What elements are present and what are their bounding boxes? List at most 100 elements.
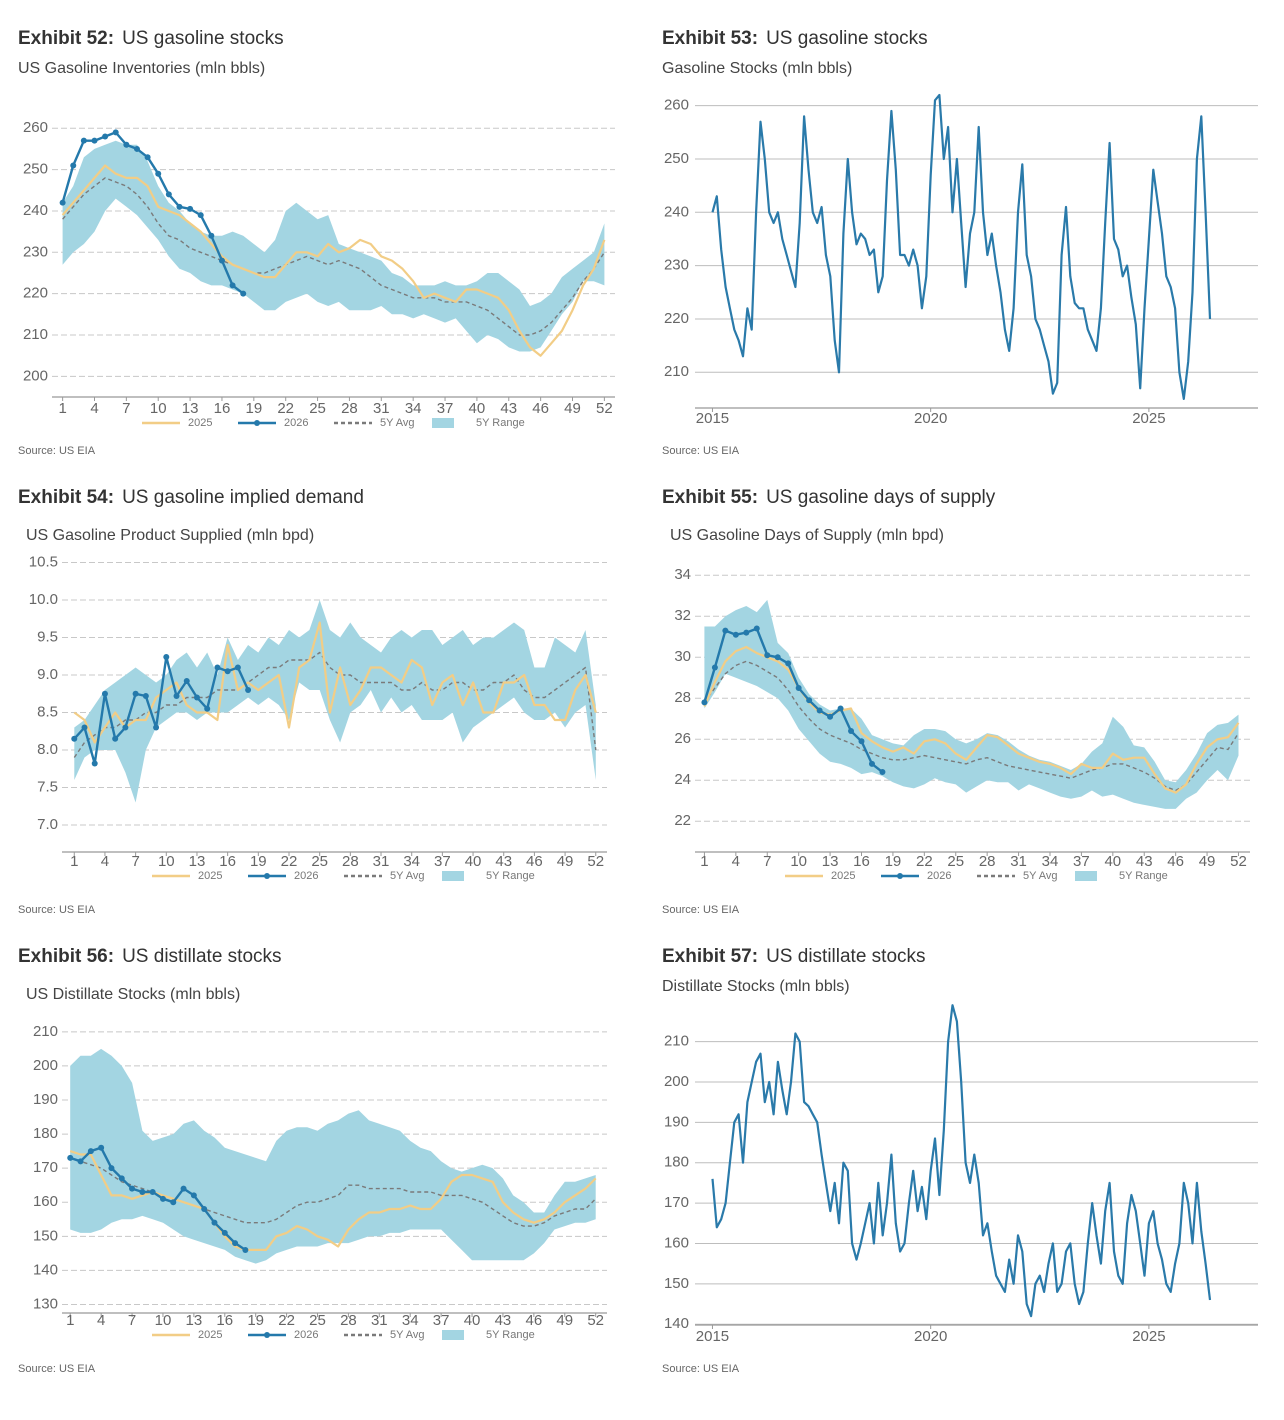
series-line <box>69 1150 597 1251</box>
chart-panel: Exhibit 53: US gasoline stocks Gasoline St… <box>662 28 1258 457</box>
x-tick-label: 13 <box>186 1312 203 1329</box>
x-tick-label: 28 <box>979 853 996 870</box>
series-line <box>711 93 1212 400</box>
series-marker <box>806 697 813 704</box>
exhibit-title: US gasoline stocks <box>122 28 284 49</box>
y-tick-label: 230 <box>23 243 48 260</box>
legend-label: 2026 <box>284 417 308 429</box>
average-line <box>62 177 605 336</box>
x-tick-label: 19 <box>245 400 262 417</box>
y-tick-label: 7.5 <box>37 778 58 795</box>
series-marker <box>77 1158 84 1165</box>
x-tick-label: 13 <box>182 400 199 417</box>
range-band <box>704 599 1239 809</box>
y-tick-label: 180 <box>33 1125 58 1142</box>
series-marker <box>87 1148 94 1155</box>
series-marker <box>858 738 865 745</box>
exhibit-header: Exhibit 56: US distillate stocks <box>18 946 282 967</box>
range-band <box>70 1048 596 1264</box>
exhibit-header: Exhibit 55: US gasoline days of supply <box>662 487 996 508</box>
y-tick-label: 250 <box>664 150 689 167</box>
series-marker <box>102 133 109 140</box>
series-marker <box>193 694 200 701</box>
source-note: Source: US EIA <box>18 445 96 457</box>
legend-swatch <box>1075 871 1097 881</box>
x-tick-label: 22 <box>281 853 298 870</box>
x-tick-label: 1 <box>700 853 708 870</box>
legend-label: 2026 <box>294 870 318 882</box>
source-note: Source: US EIA <box>662 445 740 457</box>
series-marker <box>711 664 718 671</box>
x-tick-label: 34 <box>1042 853 1059 870</box>
series-marker <box>245 687 252 693</box>
y-tick-label: 150 <box>33 1227 58 1244</box>
x-tick-label: 43 <box>500 400 517 417</box>
chart-subtitle: Gasoline Stocks (mln bbls) <box>662 60 852 77</box>
x-tick-label: 16 <box>214 400 231 417</box>
x-tick-label: 31 <box>373 400 390 417</box>
y-tick-label: 240 <box>23 202 48 219</box>
x-tick-label: 40 <box>1104 853 1121 870</box>
y-tick-label: 210 <box>664 1033 689 1050</box>
x-tick-label: 37 <box>433 1312 450 1329</box>
x-tick-label: 31 <box>371 1312 388 1329</box>
series-marker <box>91 760 98 767</box>
x-tick-label: 43 <box>495 853 512 870</box>
x-tick-label: 4 <box>97 1312 105 1329</box>
x-tick-label: 1 <box>70 853 78 870</box>
series-marker <box>837 705 844 712</box>
y-tick-label: 170 <box>664 1194 689 1211</box>
series-marker <box>176 203 183 210</box>
x-tick-label: 43 <box>495 1312 512 1329</box>
x-tick-label: 22 <box>916 853 933 870</box>
x-tick-label: 10 <box>155 1312 172 1329</box>
x-tick-label: 46 <box>532 400 549 417</box>
y-tick-label: 220 <box>23 285 48 302</box>
legend-label: 2025 <box>188 417 212 429</box>
y-tick-label: 30 <box>674 648 691 665</box>
y-tick-label: 22 <box>674 812 691 829</box>
series-marker <box>129 1185 136 1192</box>
y-tick-label: 140 <box>33 1261 58 1278</box>
x-tick-label: 16 <box>216 1312 233 1329</box>
series-marker <box>122 724 129 731</box>
series-marker <box>795 685 802 691</box>
legend-marker <box>264 1332 270 1338</box>
x-tick-label: 10 <box>790 853 807 870</box>
y-tick-label: 260 <box>664 97 689 114</box>
exhibit-number: Exhibit 56: <box>18 946 114 967</box>
y-tick-label: 200 <box>664 1073 689 1090</box>
series-marker <box>71 735 78 742</box>
y-tick-label: 150 <box>664 1275 689 1292</box>
legend-label: 2025 <box>198 870 222 882</box>
chart-panel: Exhibit 55: US gasoline days of supply US … <box>662 487 1250 916</box>
series-marker <box>153 724 160 731</box>
series-marker <box>204 705 211 712</box>
x-tick-label: 2025 <box>1132 1328 1165 1345</box>
chart-panel: Exhibit 57: US distillate stocks Distillat… <box>662 946 1258 1375</box>
x-tick-label: 7 <box>131 853 139 870</box>
series-marker <box>240 290 247 297</box>
legend-label: 5Y Range <box>476 417 525 429</box>
legend-swatch <box>442 871 464 881</box>
series-marker <box>98 1144 105 1151</box>
exhibit-title: US gasoline implied demand <box>122 487 364 508</box>
series-marker <box>149 1189 156 1196</box>
x-tick-label: 40 <box>465 853 482 870</box>
y-tick-label: 130 <box>33 1295 58 1312</box>
exhibit-number: Exhibit 55: <box>662 487 758 508</box>
x-tick-label: 28 <box>340 1312 357 1329</box>
x-tick-label: 34 <box>405 400 422 417</box>
series-line <box>703 645 1240 794</box>
series-marker <box>139 1189 146 1196</box>
chart-subtitle: US Gasoline Inventories (mln bbls) <box>18 60 265 77</box>
chart-panel: Exhibit 56: US distillate stocks US Distil… <box>18 946 607 1375</box>
chart-panel: Exhibit 54: US gasoline implied demand US … <box>18 487 607 916</box>
series-marker <box>190 1192 197 1199</box>
legend-swatch <box>432 418 454 428</box>
legend-marker <box>254 420 260 426</box>
exhibit-title: US gasoline stocks <box>766 28 928 49</box>
legend-label: 2026 <box>927 870 951 882</box>
y-tick-label: 10.5 <box>29 553 58 570</box>
